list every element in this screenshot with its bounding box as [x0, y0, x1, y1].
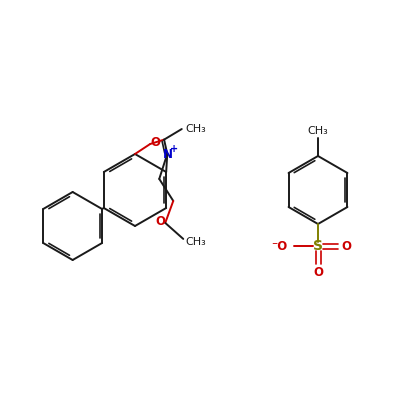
Text: O: O — [150, 136, 160, 148]
Text: S: S — [313, 239, 323, 253]
Text: N: N — [163, 148, 173, 162]
Text: ⁻O: ⁻O — [271, 240, 287, 252]
Text: O: O — [341, 240, 351, 252]
Text: CH₃: CH₃ — [185, 237, 206, 247]
Text: O: O — [155, 216, 165, 228]
Text: O: O — [313, 266, 323, 280]
Text: +: + — [170, 144, 178, 154]
Text: CH₃: CH₃ — [185, 124, 206, 134]
Text: CH₃: CH₃ — [308, 126, 328, 136]
